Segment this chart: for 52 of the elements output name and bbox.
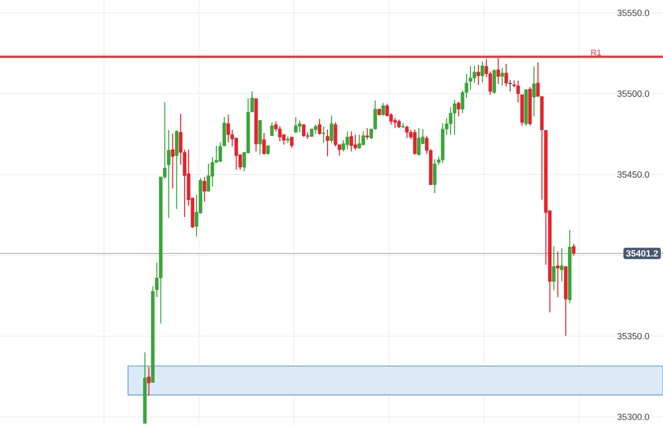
candlestick	[278, 126, 282, 142]
candlestick	[393, 117, 397, 128]
candlestick	[322, 126, 326, 144]
candlestick	[413, 129, 417, 156]
candlestick	[381, 102, 385, 116]
y-tick-label: 35300.0	[617, 414, 650, 420]
candlestick	[270, 122, 274, 136]
candlestick	[326, 129, 330, 157]
candlestick	[170, 133, 174, 189]
candlestick	[202, 176, 206, 202]
candlestick	[417, 127, 421, 156]
candlestick	[362, 130, 366, 146]
y-tick-label: 35500.0	[617, 90, 650, 97]
candlestick	[258, 120, 262, 156]
candlestick	[314, 124, 318, 134]
candlestick	[560, 248, 564, 282]
candlestick	[405, 125, 409, 138]
candlestick	[226, 114, 230, 143]
candlestick	[354, 134, 358, 150]
candlestick	[492, 68, 496, 94]
candlestick	[330, 115, 334, 144]
y-tick-label: 35450.0	[617, 171, 650, 178]
candlestick	[290, 136, 294, 149]
candlestick	[532, 66, 536, 117]
candlestick	[572, 243, 576, 256]
candlestick	[346, 130, 350, 150]
candlestick	[480, 60, 484, 83]
candlestick	[318, 118, 322, 136]
candlestick	[508, 79, 512, 92]
candlestick	[302, 124, 306, 138]
candlestick	[294, 116, 298, 133]
candlestick	[334, 122, 338, 147]
candlestick	[500, 68, 504, 86]
ref-line-label: 35401.2	[626, 250, 658, 257]
y-tick-label: 35550.0	[617, 10, 650, 16]
candlestick	[358, 134, 362, 150]
candlestick	[365, 127, 369, 140]
candlestick	[456, 100, 460, 117]
candlestick	[262, 132, 266, 156]
candlestick	[556, 250, 560, 298]
candlestick	[552, 246, 556, 291]
candlestick	[350, 130, 354, 152]
candlestick	[432, 158, 436, 194]
y-tick-label: 35350.0	[617, 332, 650, 340]
candlestick	[266, 145, 270, 156]
candlestick	[452, 99, 456, 136]
candlestick	[496, 58, 500, 84]
candlestick	[504, 63, 508, 87]
ref-line-label: R1	[591, 50, 602, 56]
candlestick	[476, 64, 480, 86]
candlestick	[298, 120, 302, 133]
candlestick	[147, 366, 151, 396]
